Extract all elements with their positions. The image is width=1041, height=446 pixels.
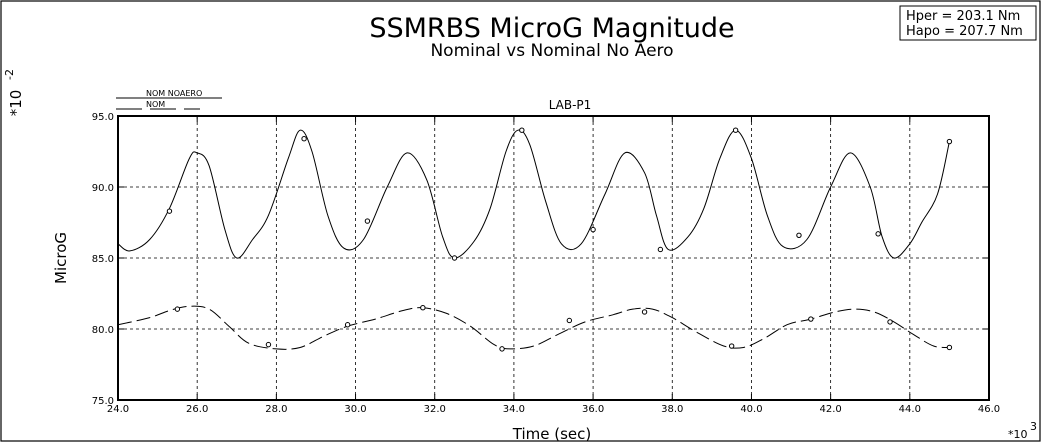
data-point-marker — [641, 309, 648, 315]
data-point-marker — [728, 343, 735, 349]
x-multiplier-exponent: 3 — [1030, 420, 1037, 433]
info-box — [899, 5, 1037, 41]
panel-label: LAB-P1 — [549, 98, 592, 112]
x-axis-label: Time (sec) — [512, 425, 591, 442]
x-tick-label: 28.0 — [265, 404, 287, 415]
x-tick-label: 42.0 — [820, 404, 842, 415]
data-point-marker — [166, 208, 173, 214]
data-point-marker — [566, 317, 573, 324]
x-tick-label: 36.0 — [582, 404, 604, 415]
data-point-marker — [875, 231, 881, 237]
data-point-marker — [590, 226, 596, 233]
x-tick-label: 38.0 — [661, 404, 683, 415]
data-point-marker — [265, 341, 272, 348]
data-point-marker — [946, 344, 953, 351]
info-line-hper: Hper = 203.1 Nm — [906, 9, 1020, 24]
data-point-marker — [301, 136, 307, 142]
y-tick-label: 90.0 — [92, 183, 114, 194]
y-multiplier-exponent: -2 — [3, 69, 16, 80]
x-tick-label: 44.0 — [899, 404, 921, 415]
data-point-marker — [174, 306, 181, 312]
legend-label-nom: NOM — [146, 100, 165, 109]
x-tick-label: 34.0 — [503, 404, 525, 415]
x-tick-label: 24.0 — [107, 404, 129, 415]
y-tick-label: 80.0 — [92, 325, 114, 336]
grid — [118, 116, 989, 400]
data-point-marker — [364, 218, 371, 224]
x-tick-label: 26.0 — [186, 404, 208, 415]
y-multiplier-base: *10 — [7, 90, 25, 117]
legend-label-nom-noaero: NOM NOAERO — [146, 89, 202, 98]
data-point-marker — [657, 246, 664, 253]
series — [117, 127, 953, 352]
data-point-marker — [946, 138, 953, 145]
y-tick-label: 85.0 — [92, 254, 114, 265]
x-multiplier: *10 3 — [1008, 420, 1037, 441]
y-tick-label: 95.0 — [92, 112, 114, 123]
chart-subtitle: Nominal vs Nominal No Aero — [430, 41, 673, 61]
plot-area-frame — [117, 115, 990, 401]
data-point-marker — [344, 322, 351, 328]
axis-ticks: 24.0 26.0 28.0 30.0 32.0 34.0 36.0 38.0 40.0 42.0… — [92, 112, 1000, 415]
x-tick-label: 30.0 — [344, 404, 366, 415]
data-point-marker — [499, 346, 505, 352]
series-line-nom — [117, 305, 950, 350]
info-line-hapo: Hapo = 207.7 Nm — [906, 24, 1023, 39]
x-tick-label: 46.0 — [978, 404, 1000, 415]
y-multiplier: *10 -2 — [3, 69, 25, 116]
data-point-marker — [887, 319, 893, 325]
x-tick-label: 32.0 — [424, 404, 446, 415]
x-tick-label: 40.0 — [740, 404, 762, 415]
chart-title: SSMRBS MicroG Magnitude — [369, 13, 734, 44]
y-tick-label: 75.0 — [92, 396, 114, 407]
y-axis-label: MicroG — [52, 232, 70, 284]
data-point-marker — [451, 255, 458, 261]
series-line-nom-noaero — [117, 129, 950, 259]
data-point-marker — [732, 127, 739, 133]
data-point-marker — [796, 232, 802, 238]
data-point-marker — [808, 316, 814, 322]
legend: NOM NOAERO NOM — [116, 89, 222, 110]
data-point-marker — [519, 127, 525, 133]
data-point-marker — [420, 305, 426, 311]
x-multiplier-base: *10 — [1008, 428, 1028, 441]
